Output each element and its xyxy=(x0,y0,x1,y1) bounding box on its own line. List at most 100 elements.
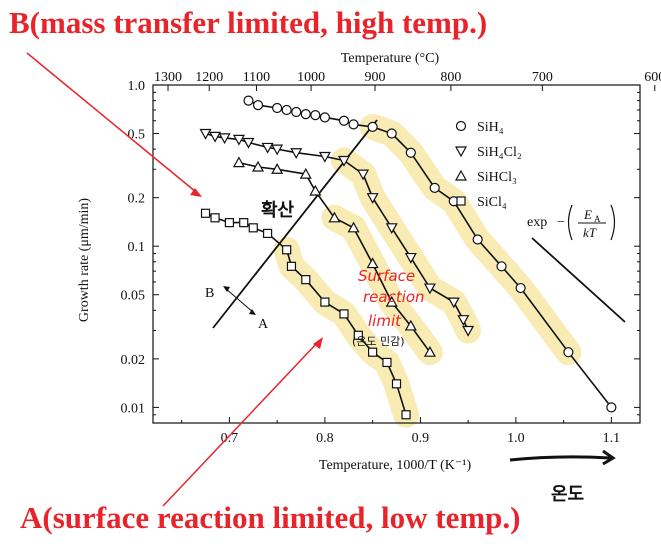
top-tick-label: 900 xyxy=(365,70,386,85)
legend-marker-circle xyxy=(455,120,467,132)
y-tick-label: 0.1 xyxy=(128,240,146,255)
ba-arrow-line xyxy=(224,287,255,314)
y-tick-label: 0.01 xyxy=(121,401,146,416)
point-circle xyxy=(515,282,526,294)
point-triangle-down xyxy=(423,283,436,295)
legend: SiH₄ SiH₄Cl₂ SiHCl₃ SiCl₄ xyxy=(454,120,522,210)
ba-arrow: B A xyxy=(205,286,269,332)
temp-direction-arrowhead xyxy=(602,449,616,466)
point-square xyxy=(262,228,273,239)
point-circle xyxy=(606,402,617,413)
point-triangle-down xyxy=(271,144,284,156)
ba-arrowhead-b xyxy=(223,286,230,292)
point-circle xyxy=(252,100,264,111)
point-square xyxy=(286,261,297,271)
point-circle xyxy=(386,128,397,139)
point-triangle-down xyxy=(357,169,370,181)
point-triangle-down xyxy=(366,193,379,204)
point-square xyxy=(320,297,330,307)
legend-label: SiH₄ xyxy=(477,120,504,135)
point-square xyxy=(224,218,234,228)
kt-label: kT xyxy=(583,225,597,240)
point-square xyxy=(391,379,402,389)
top-tick-label: 1200 xyxy=(195,70,223,85)
top-tick-label: 800 xyxy=(440,70,461,85)
y-axis-label: Growth rate (μm/min) xyxy=(77,198,92,322)
y-tick-label: 0.05 xyxy=(121,289,146,304)
point-circle xyxy=(319,112,330,123)
point-square xyxy=(210,213,220,223)
point-triangle-down xyxy=(318,151,331,163)
point-triangle-down xyxy=(337,155,350,167)
x-axis-label: Temperature, 1000/T (K⁻¹) xyxy=(319,458,472,473)
point-circle xyxy=(405,147,416,158)
x-tick-label: 1.0 xyxy=(507,431,525,446)
top-tick-label: 1300 xyxy=(154,70,182,85)
ba-arrowhead-a xyxy=(249,309,256,315)
red-arrow-bottom-line xyxy=(162,341,319,507)
x-tick-label: 1.1 xyxy=(603,431,621,446)
a-label: A xyxy=(258,317,269,332)
note-reaction: reaction xyxy=(363,288,425,306)
exp-label: exp xyxy=(527,215,547,230)
point-triangle-down xyxy=(261,142,274,154)
point-triangle-up xyxy=(423,345,436,357)
legend-label: SiCl₄ xyxy=(477,195,507,210)
note-limit: limit xyxy=(368,312,402,330)
top-tick-label: 700 xyxy=(532,70,553,85)
y-tick-label: 0.02 xyxy=(121,353,146,368)
point-triangle-up xyxy=(385,295,398,307)
point-circle xyxy=(563,347,574,358)
point-triangle-up xyxy=(271,163,284,174)
point-circle xyxy=(310,110,321,121)
top-title: B(mass transfer limited, high temp.) xyxy=(9,5,487,40)
bottom-title: A(surface reaction limited, low temp.) xyxy=(20,500,520,535)
point-triangle-up xyxy=(347,221,360,233)
legend-marker-square xyxy=(456,196,466,206)
red-arrow-top-line xyxy=(26,52,197,193)
point-square xyxy=(353,330,363,340)
point-square xyxy=(282,245,292,255)
arrhenius-annotation: exp − E A kT xyxy=(527,204,616,241)
data-markers xyxy=(199,95,617,420)
point-triangle-down xyxy=(232,134,245,146)
activation-slope-line xyxy=(531,237,626,323)
point-circle xyxy=(429,182,440,193)
point-square xyxy=(239,218,249,228)
curve-square xyxy=(205,212,407,416)
top-tick-label: 600 xyxy=(644,70,661,85)
temp-direction-arrow xyxy=(509,455,611,462)
note-temperature: 온도 xyxy=(551,484,584,505)
top-axis-label: Temperature (°C) xyxy=(341,51,440,66)
y-tick-label: 0.2 xyxy=(128,192,146,207)
point-circle xyxy=(272,102,283,114)
point-triangle-down xyxy=(199,128,212,140)
point-circle xyxy=(472,234,483,245)
point-triangle-up xyxy=(299,167,312,179)
note-diffusion: 확산 xyxy=(261,200,295,221)
point-circle xyxy=(291,106,302,118)
point-triangle-up xyxy=(309,184,322,196)
point-square xyxy=(248,223,258,233)
note-surface: Surface xyxy=(358,267,415,285)
b-label: B xyxy=(205,286,214,301)
x-tick-label: 0.8 xyxy=(316,431,334,446)
point-square xyxy=(301,275,311,285)
point-circle xyxy=(243,95,254,106)
legend-marker-triangle-up xyxy=(454,169,468,181)
point-circle xyxy=(348,119,359,130)
point-triangle-up xyxy=(404,319,417,331)
point-square xyxy=(200,208,211,218)
point-triangle-down xyxy=(218,133,231,145)
paren-left xyxy=(567,204,573,241)
y-tick-label: 1.0 xyxy=(128,79,146,94)
point-circle xyxy=(338,115,350,126)
point-triangle-down xyxy=(462,325,475,337)
point-square xyxy=(368,347,378,357)
legend-marker-triangle-down xyxy=(454,146,468,158)
x-tick-label: 0.9 xyxy=(412,431,430,446)
point-triangle-down xyxy=(209,131,222,143)
x-tick-label: 0.7 xyxy=(221,431,239,446)
note-temp-sensitive: (온도 민감) xyxy=(352,335,405,348)
point-triangle-down xyxy=(290,148,303,159)
